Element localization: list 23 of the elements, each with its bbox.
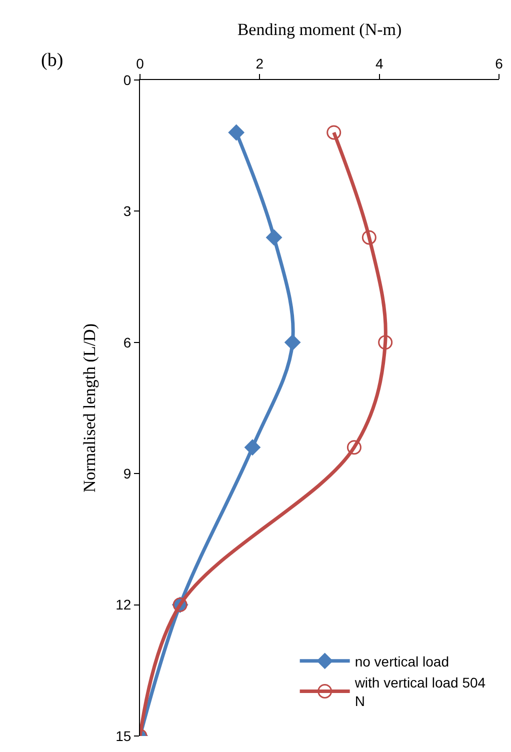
x-tick-label: 0 <box>136 55 144 72</box>
y-tick-label: 9 <box>123 466 132 482</box>
point <box>228 124 244 140</box>
point <box>266 230 282 246</box>
point <box>244 439 260 456</box>
legend-label: no vertical load <box>354 653 449 670</box>
legend-label: with vertical load 504 N <box>354 674 486 709</box>
y-tick-label: 3 <box>123 203 132 220</box>
x-axis-title: Bending moment (N-m) <box>237 20 402 39</box>
y-tick-label: 0 <box>123 72 132 88</box>
point <box>326 125 342 140</box>
point <box>378 335 393 350</box>
y-tick-label: 12 <box>116 596 132 613</box>
x-tick-label: 6 <box>495 55 504 72</box>
point <box>362 230 376 245</box>
x-tick-label: 2 <box>256 55 264 72</box>
text: (b) <box>41 50 64 71</box>
x-tick-label: 4 <box>375 55 384 72</box>
y-tick-label: 6 <box>123 334 132 350</box>
point <box>284 334 300 350</box>
y-axis-title: Normalised length (L/D) <box>80 323 100 493</box>
point <box>346 440 362 455</box>
y-tick-label: 15 <box>116 728 132 744</box>
